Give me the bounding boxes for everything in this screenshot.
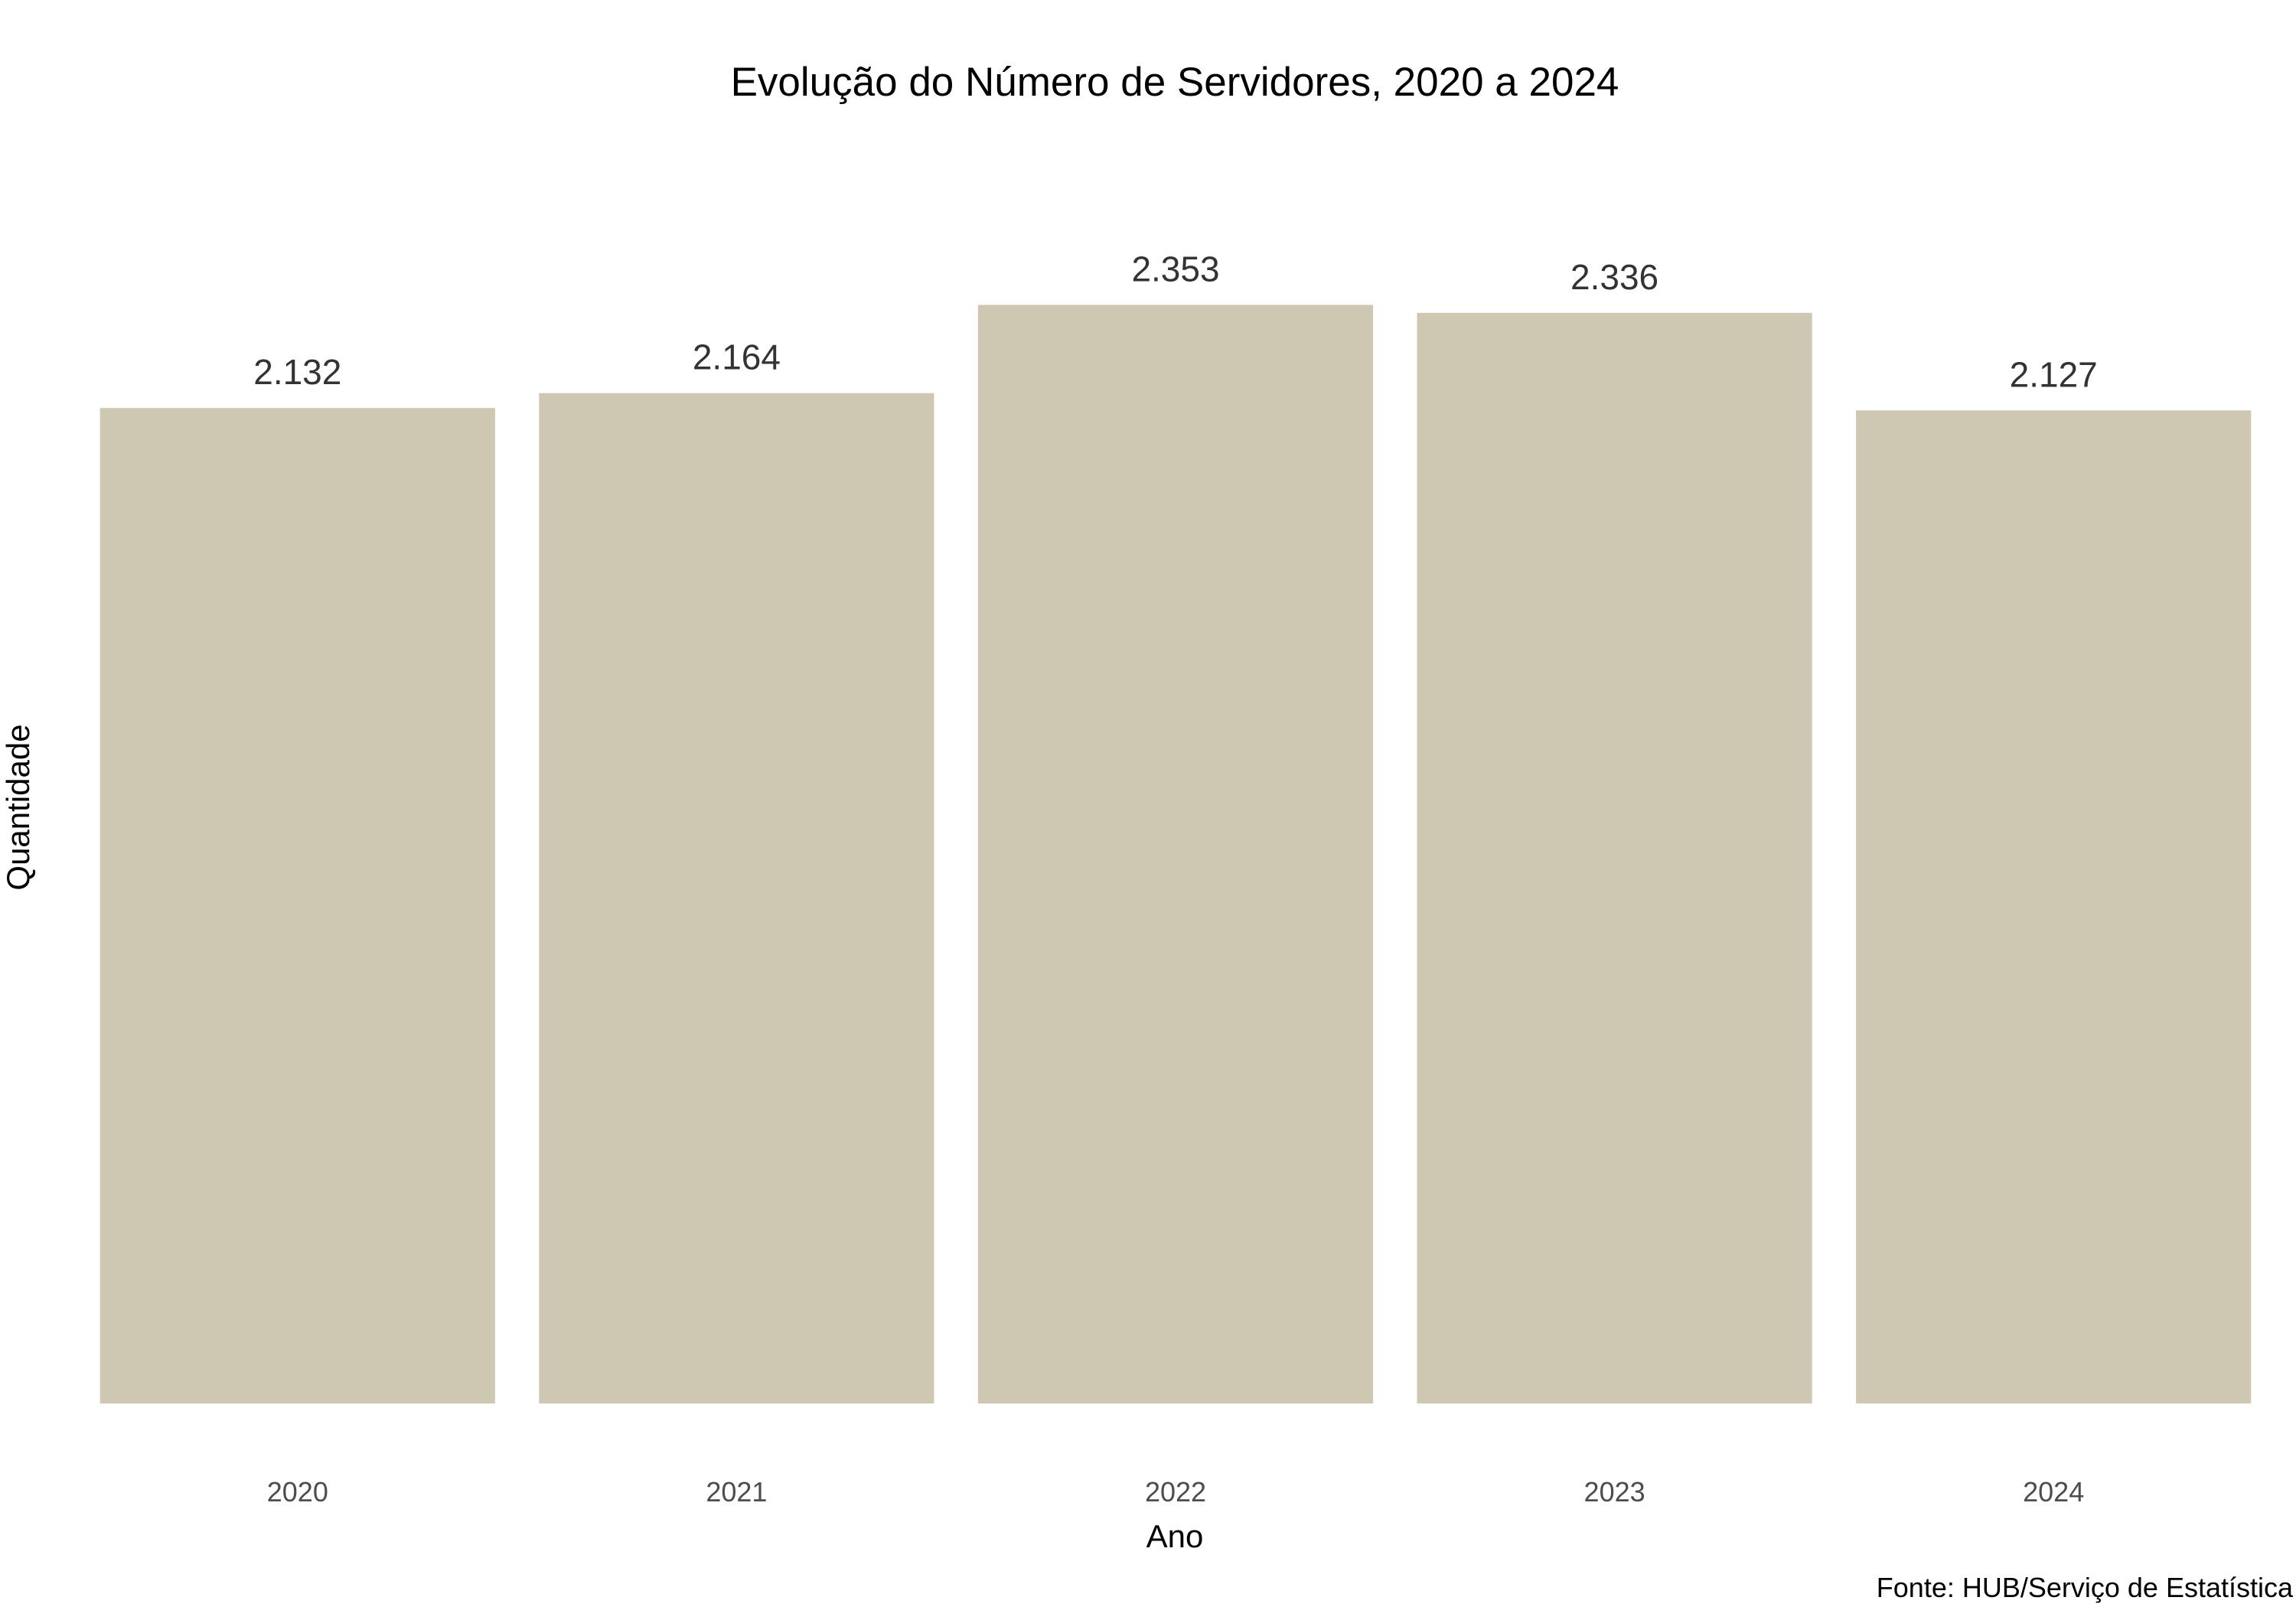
data-label-2021: 2.164 xyxy=(693,337,781,377)
x-tick-label-2024: 2024 xyxy=(2023,1476,2084,1508)
data-labels-group: 2.132 2.164 2.353 2.336 2.127 xyxy=(253,249,2098,394)
bar-2024 xyxy=(1856,410,2252,1403)
x-axis-title: Ano xyxy=(1146,1518,1204,1554)
x-tick-label-2021: 2021 xyxy=(706,1476,767,1508)
bar-2023 xyxy=(1417,312,1812,1403)
data-label-2023: 2.336 xyxy=(1570,257,1658,297)
data-label-2020: 2.132 xyxy=(253,352,341,392)
source-caption: Fonte: HUB/Serviço de Estatística xyxy=(1877,1572,2294,1603)
chart-title: Evolução do Número de Servidores, 2020 a… xyxy=(731,60,1619,105)
x-tick-label-2023: 2023 xyxy=(1584,1476,1645,1508)
x-tick-label-2020: 2020 xyxy=(267,1476,328,1508)
x-tick-label-2022: 2022 xyxy=(1145,1476,1206,1508)
data-label-2024: 2.127 xyxy=(2010,354,2098,394)
bar-2021 xyxy=(539,393,934,1404)
x-tick-labels-group: 2020 2021 2022 2023 2024 xyxy=(267,1476,2084,1508)
bars-group xyxy=(99,305,2252,1404)
bar-2020 xyxy=(99,408,495,1404)
data-label-2022: 2.353 xyxy=(1131,249,1219,288)
y-axis-title: Quantidade xyxy=(0,724,36,890)
bar-2022 xyxy=(977,305,1374,1403)
